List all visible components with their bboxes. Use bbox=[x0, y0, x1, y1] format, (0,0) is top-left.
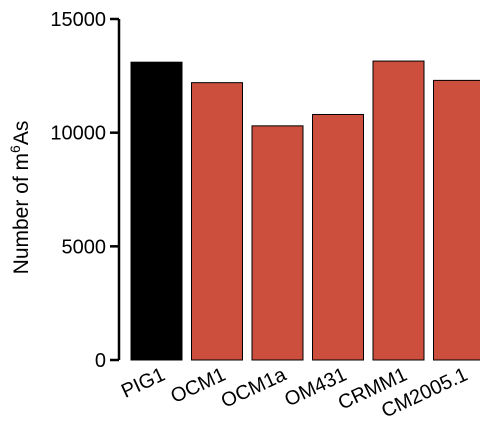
x-tick-label: PIG1 bbox=[118, 364, 169, 403]
y-axis-title: Number of m6As bbox=[7, 121, 33, 275]
y-tick-label: 0 bbox=[95, 350, 106, 372]
bar bbox=[191, 82, 243, 361]
y-tick-label: 5000 bbox=[62, 236, 107, 258]
y-tick-label: 15000 bbox=[50, 9, 106, 31]
y-ticks: 0 5000 10000 15000 bbox=[50, 9, 119, 372]
y-axis-title-main: Number of m bbox=[10, 153, 33, 274]
bar bbox=[312, 113, 364, 361]
y-axis-title-suffix: As bbox=[10, 121, 33, 146]
x-tick-label: OCM1a bbox=[218, 363, 291, 412]
y-tick-label: 10000 bbox=[50, 123, 106, 145]
bars bbox=[130, 60, 480, 361]
bar bbox=[433, 79, 480, 361]
y-axis-title-superscript: 6 bbox=[7, 145, 23, 153]
bar bbox=[130, 61, 183, 361]
bar bbox=[372, 60, 425, 361]
y-axis: 0 5000 10000 15000 bbox=[50, 9, 121, 372]
bar bbox=[251, 125, 304, 361]
x-tick-label: OCM1 bbox=[167, 364, 229, 408]
